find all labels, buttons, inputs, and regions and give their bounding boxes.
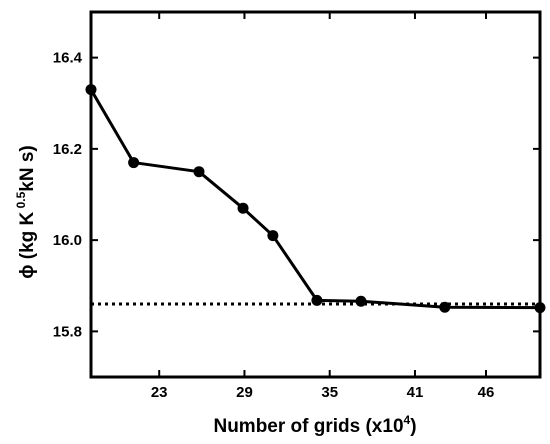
data-point	[311, 294, 323, 306]
y-tick-label: 15.8	[53, 323, 82, 340]
y-axis-title: ϕ (kg K 0.5kN s)	[14, 145, 38, 279]
axes: 23 29 35 41 46 15.8 16.0 16.2 16.4	[53, 10, 542, 401]
data-point	[128, 157, 140, 169]
data-point	[355, 295, 367, 307]
plot-area	[85, 84, 546, 314]
x-tick-label: 46	[478, 384, 495, 401]
y-axis-title-unit: kN s)	[17, 145, 38, 191]
y-axis-title-main: ϕ (kg K	[17, 211, 38, 278]
plot-frame	[89, 10, 542, 379]
x-axis-title-close: )	[410, 416, 416, 437]
y-axis-title-exponent: 0.5	[14, 191, 28, 211]
y-tick-label: 16.0	[53, 232, 82, 249]
x-axis-title-exponent: 4	[404, 413, 411, 427]
series-line	[89, 88, 541, 310]
x-tick-label: 35	[321, 384, 338, 401]
y-tick-label: 16.2	[53, 141, 82, 158]
x-axis-title-main: Number of grids (x10	[213, 416, 403, 437]
y-tick-label: 16.4	[53, 50, 83, 67]
data-point	[439, 301, 451, 313]
x-tick-label: 23	[151, 384, 168, 401]
data-point	[193, 166, 205, 178]
data-point	[267, 230, 279, 242]
x-tick-label: 29	[236, 384, 253, 401]
x-tick-label: 41	[407, 384, 424, 401]
data-point	[237, 202, 249, 214]
x-axis-title: Number of grids (x104)	[213, 413, 416, 437]
